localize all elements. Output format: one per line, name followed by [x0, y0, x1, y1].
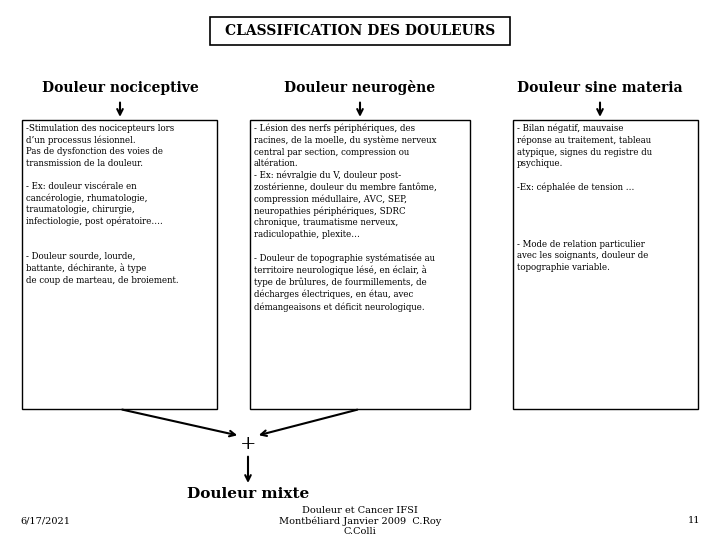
Text: Douleur et Cancer IFSI
Montbéliard Janvier 2009  C.Roy
C.Colli: Douleur et Cancer IFSI Montbéliard Janvi…: [279, 505, 441, 536]
Text: Douleur sine materia: Douleur sine materia: [517, 81, 683, 95]
Text: CLASSIFICATION DES DOULEURS: CLASSIFICATION DES DOULEURS: [225, 24, 495, 38]
Text: Douleur mixte: Douleur mixte: [187, 487, 309, 501]
Text: - Lésion des nerfs périphériques, des
racines, de la moelle, du système nerveux
: - Lésion des nerfs périphériques, des ra…: [254, 124, 437, 312]
Text: Douleur neurogène: Douleur neurogène: [284, 80, 436, 95]
Text: Douleur nociceptive: Douleur nociceptive: [42, 81, 199, 95]
Text: +: +: [240, 435, 256, 453]
Text: - Bilan négatif, mauvaise
réponse au traitement, tableau
atypique, signes du reg: - Bilan négatif, mauvaise réponse au tra…: [517, 124, 652, 272]
Text: 11: 11: [688, 516, 700, 525]
FancyBboxPatch shape: [250, 120, 470, 409]
FancyBboxPatch shape: [22, 120, 217, 409]
Text: -Stimulation des nocicepteurs lors
d’un processus lésionnel.
Pas de dysfonction : -Stimulation des nocicepteurs lors d’un …: [26, 124, 179, 285]
Text: 6/17/2021: 6/17/2021: [20, 516, 70, 525]
FancyBboxPatch shape: [513, 120, 698, 409]
FancyBboxPatch shape: [210, 17, 510, 45]
